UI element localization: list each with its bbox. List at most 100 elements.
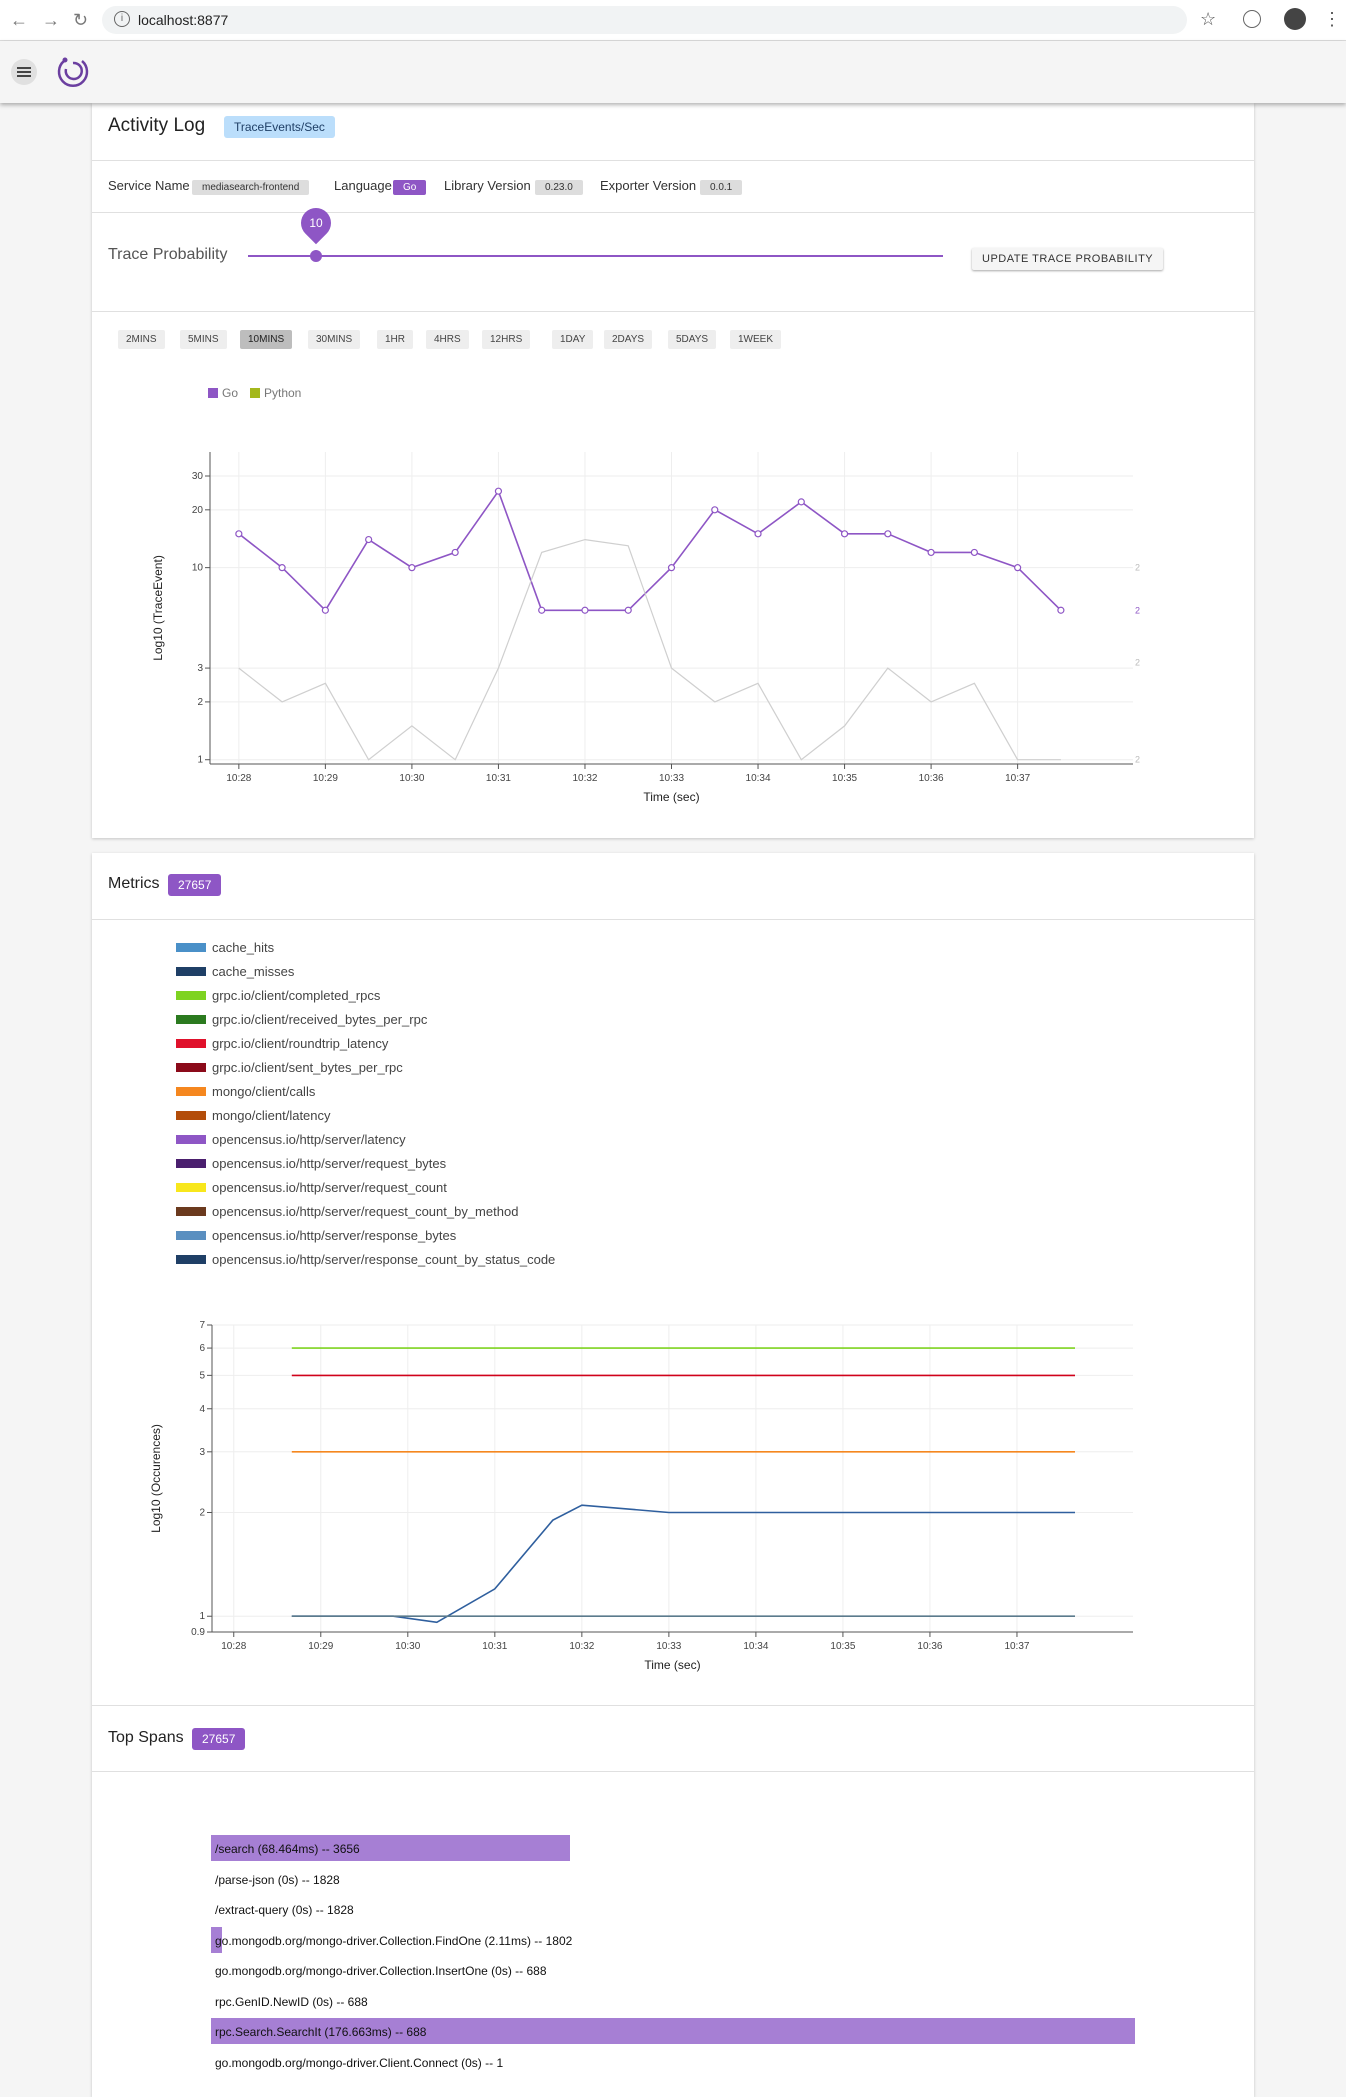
metrics-chart: 10:28 10:29 10:30 10:31 10:32 10:33 10:34 10:35… (149, 1320, 1133, 1672)
y-tick-label: 2 (199, 1507, 205, 1518)
x-tick-label: 10:36 (919, 773, 944, 784)
top-spans-title: Top Spans (108, 1729, 184, 1746)
data-point (840, 530, 849, 538)
trace-probability-slider-thumb[interactable] (310, 250, 322, 262)
span-bar[interactable] (211, 2018, 1135, 2044)
legend-label: opencensus.io/http/server/request_count_… (212, 1204, 519, 1219)
metrics-legend-item[interactable]: grpc.io/client/received_bytes_per_rpc (176, 1012, 427, 1027)
metrics-legend-item[interactable]: opencensus.io/http/server/request_count (176, 1180, 447, 1195)
legend-label: opencensus.io/http/server/request_count (212, 1180, 447, 1195)
range-button-10mins[interactable]: 10MINS (240, 330, 293, 349)
metrics-legend-item[interactable]: grpc.io/client/sent_bytes_per_rpc (176, 1060, 403, 1075)
metrics-legend-item[interactable]: cache_hits (176, 940, 274, 955)
x-tick-label: 10:34 (743, 1641, 768, 1652)
exporter-version-value: 0.0.1 (700, 180, 743, 195)
metrics-legend-item[interactable]: opencensus.io/http/server/response_count… (176, 1252, 555, 1267)
metrics-card: Metrics 27657 Top Spans 27657 (92, 853, 1254, 2097)
x-tick-label: 10:32 (569, 1641, 594, 1652)
range-button-5mins[interactable]: 5MINS (180, 330, 227, 349)
range-button-12hrs[interactable]: 12HRS (482, 330, 531, 349)
forward-icon[interactable]: → (42, 10, 60, 30)
library-version-label: Library Version (444, 178, 531, 193)
range-button-1hr[interactable]: 1HR (377, 330, 414, 349)
data-point (927, 548, 935, 557)
range-button-4hrs[interactable]: 4HRS (426, 330, 469, 349)
legend-swatch (176, 967, 206, 976)
legend-go[interactable]: Go (208, 386, 238, 400)
legend-label: opencensus.io/http/server/response_bytes (212, 1228, 457, 1243)
legend-label: mongo/client/latency (212, 1108, 331, 1123)
exporter-version-label: Exporter Version (600, 178, 697, 193)
span-bar[interactable] (211, 1835, 570, 1861)
legend-label: grpc.io/client/received_bytes_per_rpc (212, 1012, 428, 1027)
legend-swatch (176, 1159, 206, 1168)
profile-avatar[interactable] (1284, 8, 1306, 30)
range-button-1week[interactable]: 1WEEK (730, 330, 782, 349)
bookmark-star-icon[interactable]: ☆ (1200, 9, 1217, 29)
data-point (667, 564, 676, 572)
app-logo-icon (57, 57, 89, 87)
y-tick-label: 10 (192, 563, 204, 574)
legend-swatch (176, 1207, 206, 1216)
range-button-5days[interactable]: 5DAYS (668, 330, 717, 349)
address-bar[interactable]: i localhost:8877 (102, 6, 1187, 34)
legend-python[interactable]: Python (250, 386, 301, 400)
range-button-1day[interactable]: 1DAY (552, 330, 594, 349)
span-label: rpc.Search.SearchIt (176.663ms) -- 688 (215, 2025, 427, 2039)
trace-probability-slider-track[interactable] (248, 255, 943, 257)
series-line (238, 489, 1062, 612)
end-label: 27098 (1135, 658, 1140, 668)
metrics-legend-item[interactable]: cache_misses (176, 964, 294, 979)
y-axis-label: Log10 (Occurences) (149, 1424, 163, 1533)
app-bar (0, 41, 1346, 103)
y-tick-label: 1 (199, 1611, 205, 1622)
metrics-legend-item[interactable]: opencensus.io/http/server/request_count_… (176, 1204, 518, 1219)
site-info-icon[interactable]: i (114, 11, 130, 27)
legend-swatch (176, 1063, 206, 1072)
extension-icon[interactable] (1243, 10, 1261, 28)
update-trace-probability-button[interactable]: UPDATE TRACE PROBABILITY (972, 248, 1164, 270)
range-button-30mins[interactable]: 30MINS (308, 330, 361, 349)
y-tick-label: 0.9 (191, 1627, 205, 1638)
x-tick-label: 10:37 (1005, 773, 1030, 784)
data-point (1057, 606, 1065, 614)
y-tick-label: 6 (199, 1343, 205, 1354)
end-label: 27657 (1135, 605, 1140, 615)
back-icon[interactable]: ← (10, 10, 28, 30)
metrics-badge: 27657 (168, 874, 222, 896)
data-point (970, 548, 978, 557)
y-tick-label: 2 (197, 697, 203, 708)
span-bar[interactable] (211, 1926, 223, 1953)
data-point (711, 506, 719, 514)
y-tick-label: 20 (192, 505, 204, 516)
y-tick-label: 5 (199, 1370, 205, 1381)
data-point (408, 564, 416, 572)
y-axis-label: Log10 (TraceEvent) (151, 555, 165, 661)
span-label: /extract-query (0s) -- 1828 (215, 1903, 354, 1917)
data-point (581, 606, 589, 614)
metrics-legend-item[interactable]: opencensus.io/http/server/response_bytes (176, 1228, 456, 1243)
metrics-legend-item[interactable]: opencensus.io/http/server/request_bytes (176, 1156, 446, 1171)
range-button-2days[interactable]: 2DAYS (604, 330, 653, 349)
reload-icon[interactable]: ↻ (73, 10, 89, 30)
x-axis-label: Time (sec) (644, 1658, 700, 1672)
legend-label: opencensus.io/http/server/request_bytes (212, 1156, 447, 1171)
data-point (321, 606, 329, 614)
menu-icon[interactable] (11, 59, 37, 85)
range-button-2mins[interactable]: 2MINS (118, 330, 165, 349)
metrics-legend-item[interactable]: grpc.io/client/completed_rpcs (176, 988, 380, 1003)
language-value: Go (393, 180, 427, 195)
y-tick-label: 4 (199, 1404, 205, 1415)
metrics-legend-item[interactable]: mongo/client/calls (176, 1084, 315, 1099)
legend-swatch (176, 1183, 206, 1192)
browser-menu-icon[interactable]: ⋮ (1323, 9, 1341, 29)
y-tick-label: 1 (197, 755, 203, 766)
data-point (451, 548, 459, 557)
metrics-legend-item[interactable]: opencensus.io/http/server/latency (176, 1132, 406, 1147)
metrics-legend-item[interactable]: grpc.io/client/roundtrip_latency (176, 1036, 388, 1051)
span-label: go.mongodb.org/mongo-driver.Collection.F… (215, 1933, 573, 1948)
span-label: rpc.GenID.NewID (0s) -- 688 (215, 1994, 368, 2009)
x-tick-label: 10:28 (221, 1641, 246, 1652)
metrics-legend-item[interactable]: mongo/client/latency (176, 1108, 331, 1123)
x-tick-label: 10:33 (659, 773, 684, 784)
